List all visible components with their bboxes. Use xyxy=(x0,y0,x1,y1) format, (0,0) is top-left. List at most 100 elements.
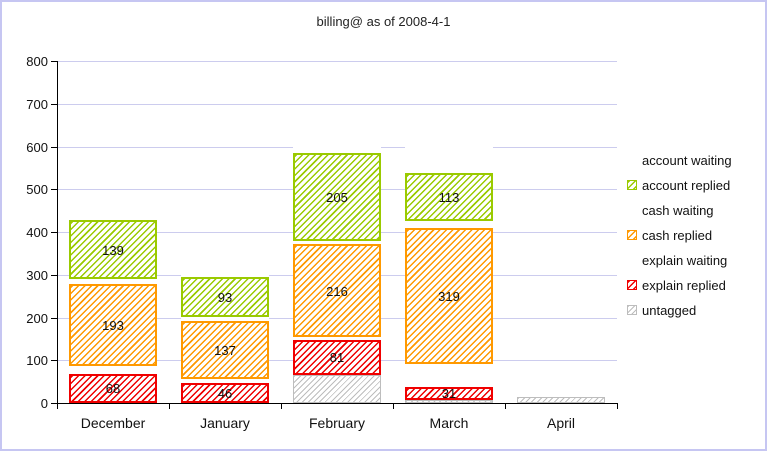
segment-explain-replied: 68 xyxy=(69,373,157,403)
segment-account-waiting xyxy=(293,106,381,154)
segment-account-waiting xyxy=(181,249,269,278)
bar-february: 81 216 205 xyxy=(293,61,381,403)
y-axis xyxy=(57,61,58,403)
segment-account-replied: 93 xyxy=(181,277,269,318)
segment-explain-waiting xyxy=(405,364,493,387)
legend-item-cash-waiting: cash waiting xyxy=(627,200,714,220)
legend-item-account-waiting: account waiting xyxy=(627,150,732,170)
legend-swatch-account-waiting-icon xyxy=(627,155,637,165)
segment-account-replied: 113 xyxy=(405,173,493,222)
x-axis-tick xyxy=(57,403,58,409)
x-axis xyxy=(57,403,618,404)
segment-cash-waiting xyxy=(181,317,269,321)
y-tick-label: 300 xyxy=(26,267,48,283)
y-axis-tick xyxy=(51,232,57,233)
legend-label: cash replied xyxy=(642,227,713,243)
legend-label: explain waiting xyxy=(642,252,728,268)
legend-swatch-explain-waiting-icon xyxy=(627,255,637,265)
gridline xyxy=(57,103,617,105)
y-tick-label: 500 xyxy=(26,182,48,198)
segment-value-label: 113 xyxy=(438,190,460,206)
segment-value-label: 46 xyxy=(217,386,233,402)
category-label-march: March xyxy=(429,415,469,431)
legend-item-explain-replied: explain replied xyxy=(627,275,726,295)
segment-value-label: 81 xyxy=(329,350,345,366)
chart-title: billing@ as of 2008-4-1 xyxy=(316,14,451,29)
y-axis-tick xyxy=(51,403,57,404)
x-axis-tick xyxy=(617,403,618,409)
legend-item-untagged: untagged xyxy=(627,300,696,320)
segment-account-waiting xyxy=(405,121,493,174)
segment-value-label: 193 xyxy=(102,318,124,333)
segment-cash-replied: 216 xyxy=(293,244,381,337)
legend-item-explain-waiting: explain waiting xyxy=(627,250,727,270)
segment-cash-waiting xyxy=(405,221,493,228)
y-tick-label: 600 xyxy=(26,139,48,155)
segment-untagged xyxy=(517,397,605,403)
legend-swatch-untagged-icon xyxy=(627,305,637,315)
x-axis-tick xyxy=(505,403,506,409)
legend: account waiting account replied cash waiti… xyxy=(627,150,765,325)
bar-december: 68 193 139 xyxy=(69,61,157,403)
y-axis-tick xyxy=(51,61,57,62)
legend-swatch-cash-waiting-icon xyxy=(627,205,637,215)
segment-value-label: 68 xyxy=(105,381,121,397)
legend-label: account replied xyxy=(642,177,731,193)
bar-january: 46 137 93 xyxy=(181,61,269,403)
segment-value-label: 216 xyxy=(326,283,348,299)
legend-item-cash-replied: cash replied xyxy=(627,225,712,245)
segment-account-replied: 139 xyxy=(69,220,157,280)
legend-swatch-account-replied-icon xyxy=(627,180,637,190)
y-tick-label: 400 xyxy=(26,225,48,240)
legend-label: cash waiting xyxy=(642,202,714,218)
plot-area: 68 193 139 46 137 93 81 216 205 31 319 113 xyxy=(51,61,618,409)
segment-cash-waiting xyxy=(517,393,605,398)
legend-swatch-cash-replied-icon xyxy=(627,230,637,240)
segment-value-label: 319 xyxy=(438,288,460,304)
category-label-december: December xyxy=(80,415,146,431)
category-label-february: February xyxy=(308,415,366,431)
segment-account-waiting xyxy=(69,217,157,221)
y-axis-tick xyxy=(51,360,57,362)
segment-explain-waiting xyxy=(69,366,157,374)
segment-cash-replied: 137 xyxy=(181,320,269,380)
segment-explain-waiting xyxy=(293,336,381,341)
segment-cash-waiting xyxy=(69,279,157,284)
segment-value-label: 205 xyxy=(326,190,348,206)
segment-cash-replied: 319 xyxy=(405,227,493,365)
y-tick-label: 200 xyxy=(26,310,48,326)
legend-label: explain replied xyxy=(642,277,726,293)
gridline xyxy=(57,61,617,62)
x-axis-tick xyxy=(281,403,282,409)
segment-value-label: 93 xyxy=(217,290,233,306)
y-axis-tick xyxy=(51,317,57,319)
legend-label: untagged xyxy=(642,302,697,318)
segment-untagged xyxy=(293,374,381,403)
segment-cash-waiting xyxy=(293,241,381,245)
y-axis-tick xyxy=(51,189,57,191)
y-tick-label: 800 xyxy=(26,54,48,69)
segment-value-label: 137 xyxy=(214,342,236,358)
legend-swatch-explain-replied-icon xyxy=(627,280,637,290)
y-tick-label: 100 xyxy=(26,353,48,369)
category-label-april: April xyxy=(546,415,575,431)
category-label-january: January xyxy=(200,415,250,431)
segment-value-label: 139 xyxy=(102,242,124,258)
segment-untagged xyxy=(405,400,493,403)
y-tick-label: 700 xyxy=(26,96,48,112)
segment-explain-replied: 81 xyxy=(293,340,381,375)
legend-item-account-replied: account replied xyxy=(627,175,730,195)
y-axis-tick xyxy=(51,146,57,148)
y-axis-tick xyxy=(51,103,57,105)
legend-label: account waiting xyxy=(642,152,732,168)
x-axis-tick xyxy=(169,403,170,409)
segment-explain-waiting xyxy=(181,379,269,384)
segment-account-replied: 205 xyxy=(293,153,381,241)
bar-march: 31 319 113 xyxy=(405,61,493,403)
segment-value-label: 31 xyxy=(441,386,457,402)
x-axis-tick xyxy=(393,403,394,409)
segment-cash-replied: 193 xyxy=(69,283,157,367)
y-axis-tick xyxy=(51,274,57,276)
segment-explain-replied: 31 xyxy=(405,386,493,402)
